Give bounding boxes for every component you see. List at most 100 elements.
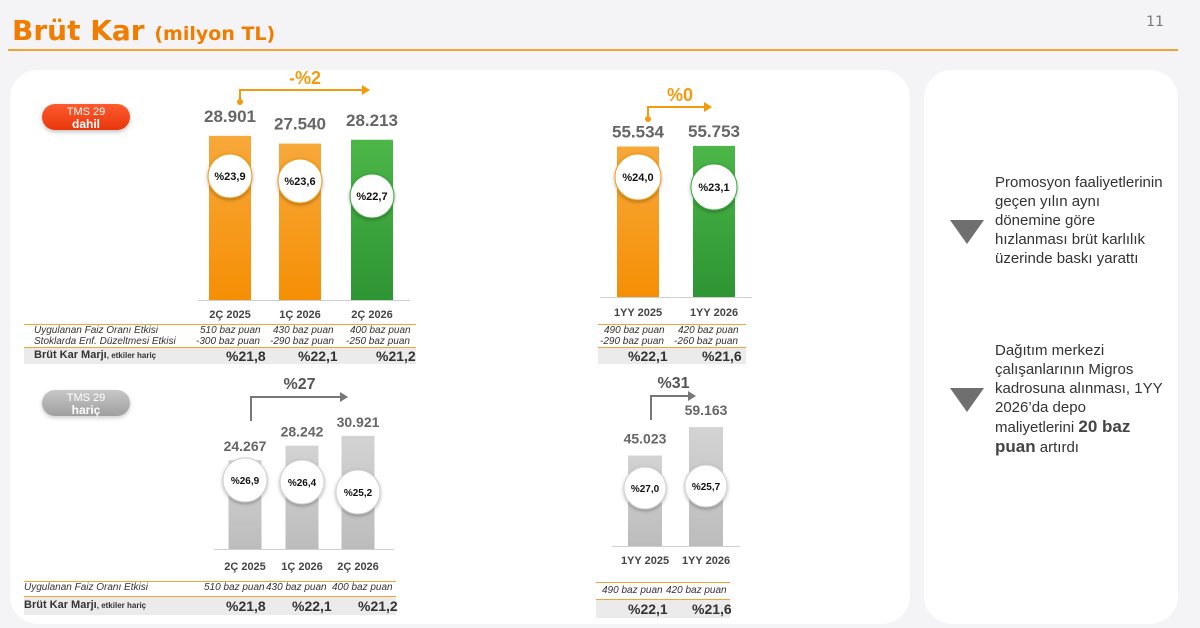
table-rule [598,347,746,348]
category-label: 2Ç 2026 [351,309,393,321]
growth-arrowhead [340,392,348,402]
margin-value: %21,6 [702,348,742,364]
charts-svg: 28.901 2Ç 2025 %23,9 27.540 1Ç 2026 %23,6 28.2… [198,68,752,573]
note-distribution-bold: 20 baz puan [995,417,1131,456]
margin-circle-label: %25,2 [344,488,373,499]
growth-arrow [650,395,690,420]
growth-arrow [239,89,364,102]
interest-effect-value: 420 baz puan [678,325,739,336]
margin-circle-label: %23,6 [284,176,315,188]
margin-value: %22,1 [292,598,332,614]
margin-circle-label: %22,7 [356,191,387,203]
table-rule [24,596,396,597]
margin-circle [222,457,268,503]
interest-effect-value: 430 baz puan [273,325,334,336]
table-rule [24,347,416,348]
inventory-effect-label: Stoklarda Enf. Düzeltmesi Etkisi [34,336,176,347]
growth-label: -%2 [289,68,321,88]
interest-effect-label: Uygulanan Faiz Oranı Etkisi [24,582,148,593]
growth-label: %27 [283,376,315,393]
margin-label-suffix: , etkiler hariç [106,351,157,360]
category-label: 1Ç 2026 [281,561,323,573]
down-triangle-icon [950,220,984,244]
badge-line2: dahil [71,117,100,131]
margin-circle-label: %25,7 [692,482,721,493]
margin-circle [690,163,738,211]
category-label: 1YY 2026 [682,555,730,567]
margin-circle-label: %23,9 [214,171,245,183]
notes-panel [924,70,1178,624]
margin-row [24,348,416,364]
badge-line1: TMS 29 [66,106,106,118]
growth-arrow [647,106,706,119]
margin-value: %22,1 [628,601,668,617]
interest-effect-value: 430 baz puan [266,582,327,593]
margin-circle [684,464,728,508]
down-triangle-icon [950,388,984,412]
table-rule [598,324,746,325]
growth-arrow-dot [237,99,243,105]
margin-value: %21,6 [692,601,732,617]
bar-value-label: 27.540 [274,115,326,134]
title-main: Brüt Kar [12,14,145,47]
margin-value: %21,2 [376,348,416,364]
bar-value-label: 59.163 [685,402,728,418]
margin-row [596,600,730,618]
title-subtitle: (milyon TL) [154,23,276,45]
margin-circle-label: %24,0 [622,172,653,184]
margin-circle [335,469,381,515]
note-promotions: Promosyon faaliyetlerinin geçen yılın ay… [995,174,1163,267]
badge-line2: hariç [71,403,101,417]
margin-label: Brüt Kar Marjı, etkiler hariç [24,599,146,611]
category-label: 2Ç 2025 [209,309,251,321]
margin-value: %22,1 [628,348,668,364]
margin-value: %21,2 [358,598,398,614]
note-distribution-tail: artırdı [1039,439,1079,456]
growth-arrowhead [704,102,712,112]
bar-value-label: 28.213 [346,111,398,130]
growth-arrow [250,396,342,421]
interest-effect-value: 400 baz puan [332,582,393,593]
margin-circle [277,158,323,204]
category-label: 2Ç 2025 [224,561,266,573]
margin-circle [623,466,667,510]
growth-arrowhead [362,85,370,95]
margin-label-main: Brüt Kar Marjı [34,349,107,361]
interest-effect-label: Uygulanan Faiz Oranı Etkisi [34,325,158,336]
growth-label: %31 [657,375,689,392]
margin-circle-label: %27,0 [631,484,660,495]
interest-effect-value: 400 baz puan [350,325,411,336]
interest-effect-value: 510 baz puan [204,582,265,593]
title-divider [8,49,1178,51]
note-distribution: Dağıtım merkezi çalışanlarının Migros ka… [995,341,1163,457]
category-label: 1Ç 2026 [279,309,321,321]
inventory-effect-value: -260 baz puan [674,336,738,347]
margin-value: %21,8 [226,598,266,614]
table-rule [24,581,396,582]
table-rule [24,324,416,325]
interest-effect-value: 510 baz puan [200,325,261,336]
growth-label: %0 [667,85,693,105]
interest-effect-value: 420 baz puan [666,585,727,596]
page-title: Brüt Kar (milyon TL) [12,14,275,47]
tms29-excluded-badge: TMS 29 hariç [42,390,130,416]
margin-label-suffix: , etkiler hariç [96,601,147,610]
margin-row [24,597,396,615]
category-label: 1YY 2025 [621,555,669,567]
margin-circle-label: %26,9 [231,476,260,487]
table-rule [596,582,730,583]
note-distribution-text: Dağıtım merkezi çalışanlarının Migros ka… [995,342,1163,436]
margin-circle-label: %26,4 [288,478,317,489]
bar [351,139,393,300]
growth-arrowhead [688,391,696,401]
interest-effect-value: 490 baz puan [602,585,663,596]
margin-circle-label: %23,1 [698,182,729,194]
bar-value-label: 30.921 [337,414,380,430]
margin-circle [279,459,325,505]
interest-effect-value: 490 baz puan [604,325,665,336]
page-number: 11 [1146,14,1164,30]
category-label: 1YY 2026 [690,307,738,319]
margin-value: %22,1 [298,348,338,364]
bar-value-label: 55.534 [612,123,665,142]
category-label: 1YY 2025 [614,307,662,319]
